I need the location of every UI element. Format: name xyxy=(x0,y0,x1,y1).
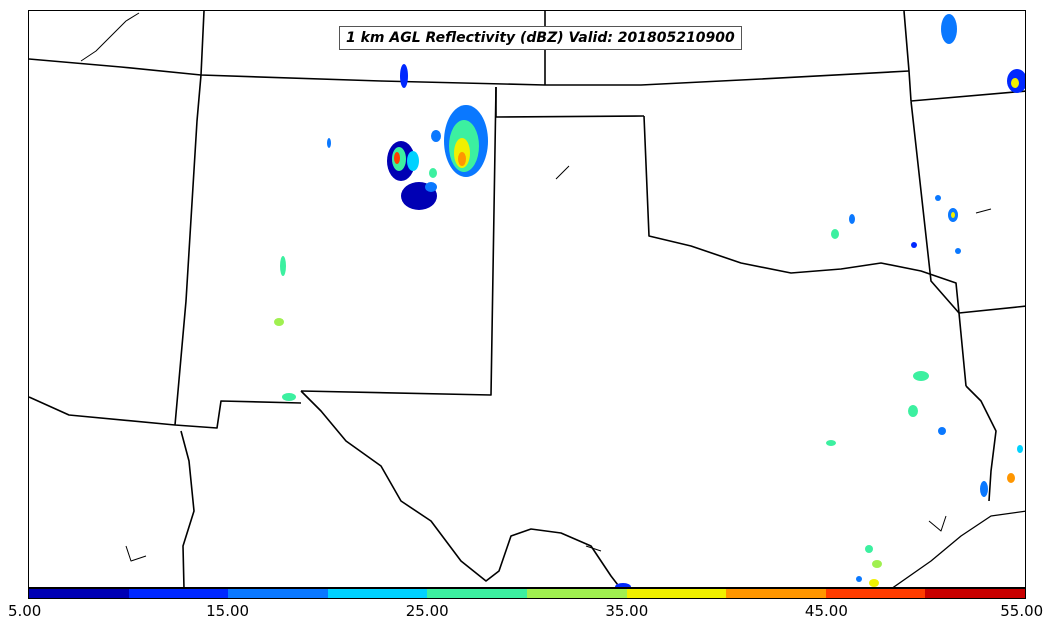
echo-nm-4b xyxy=(425,182,437,192)
coastline-detail xyxy=(80,12,992,562)
state-border-la-tx xyxy=(965,385,997,502)
echo-nm-1 xyxy=(400,64,408,88)
colorbar-segment xyxy=(29,589,129,598)
map-title: 1 km AGL Reflectivity (dBZ) Valid: 20180… xyxy=(339,26,742,50)
colorbar-tick-label: 15.00 xyxy=(206,602,250,620)
state-border-la xyxy=(958,312,967,387)
colorbar-segment xyxy=(626,589,727,598)
colorbar-segment xyxy=(327,589,428,598)
colorbar-segment xyxy=(526,589,627,598)
colorbar-segment xyxy=(925,589,1025,598)
colorbar xyxy=(28,588,1026,599)
echo-nm-7 xyxy=(429,168,437,178)
colorbar-segment xyxy=(825,589,926,598)
echo-ok-1b xyxy=(951,212,955,218)
echo-misc-5 xyxy=(856,576,862,582)
colorbar-tick-label: 35.00 xyxy=(605,602,649,620)
state-border-mx-west xyxy=(180,430,195,587)
coastline xyxy=(892,510,1025,587)
echo-nm-9 xyxy=(274,318,284,326)
echo-nm-8 xyxy=(280,256,286,276)
echo-misc-4 xyxy=(955,248,961,254)
echo-ok-3 xyxy=(849,214,855,224)
colorbar-tick-label: 5.00 xyxy=(7,602,42,620)
echo-tx-11 xyxy=(1017,445,1023,453)
echo-tx-5 xyxy=(1007,473,1015,483)
colorbar-tick-label: 45.00 xyxy=(804,602,848,620)
echo-nm-3c xyxy=(394,152,400,164)
colorbar-segment xyxy=(128,589,229,598)
echo-ne-1 xyxy=(941,14,957,44)
state-border-ar xyxy=(910,90,1025,314)
state-border-wy-co xyxy=(200,11,205,76)
echo-misc-2 xyxy=(911,242,917,248)
echo-tx-2 xyxy=(908,405,918,417)
echo-tx-9 xyxy=(869,579,879,587)
colorbar-segment xyxy=(427,589,527,598)
state-border-north xyxy=(29,58,910,86)
echo-ok-2 xyxy=(831,229,839,239)
echo-misc-1 xyxy=(327,138,331,148)
map-panel: 1 km AGL Reflectivity (dBZ) Valid: 20180… xyxy=(28,10,1026,588)
reflectivity-map xyxy=(29,11,1025,587)
colorbar-tick-label: 25.00 xyxy=(405,602,449,620)
echo-nm-10 xyxy=(282,393,296,401)
state-border-ok-ks xyxy=(495,87,645,118)
echo-tx-8 xyxy=(872,560,882,568)
echo-nm-5 xyxy=(407,151,419,171)
echo-nm-6 xyxy=(431,130,441,142)
state-border-az-nm xyxy=(29,396,302,429)
echo-tx-3 xyxy=(938,427,946,435)
state-border-rio-grande xyxy=(300,390,621,587)
echo-tx-6 xyxy=(980,481,988,497)
state-border-ok xyxy=(643,115,960,314)
state-border-nm-tx xyxy=(300,86,497,396)
echo-tx-7 xyxy=(865,545,873,553)
state-border-co-nm xyxy=(174,74,202,426)
colorbar-segment xyxy=(228,589,328,598)
state-border-ne xyxy=(903,11,912,102)
echo-tx-4 xyxy=(826,440,836,446)
colorbar-segment xyxy=(726,589,826,598)
echo-tx-1 xyxy=(913,371,929,381)
echo-misc-3 xyxy=(935,195,941,201)
echo-ne-2b xyxy=(1011,78,1019,88)
echo-nm-2d xyxy=(458,152,466,166)
echo-tx-10 xyxy=(615,583,631,587)
colorbar-tick-label: 55.00 xyxy=(1000,602,1044,620)
